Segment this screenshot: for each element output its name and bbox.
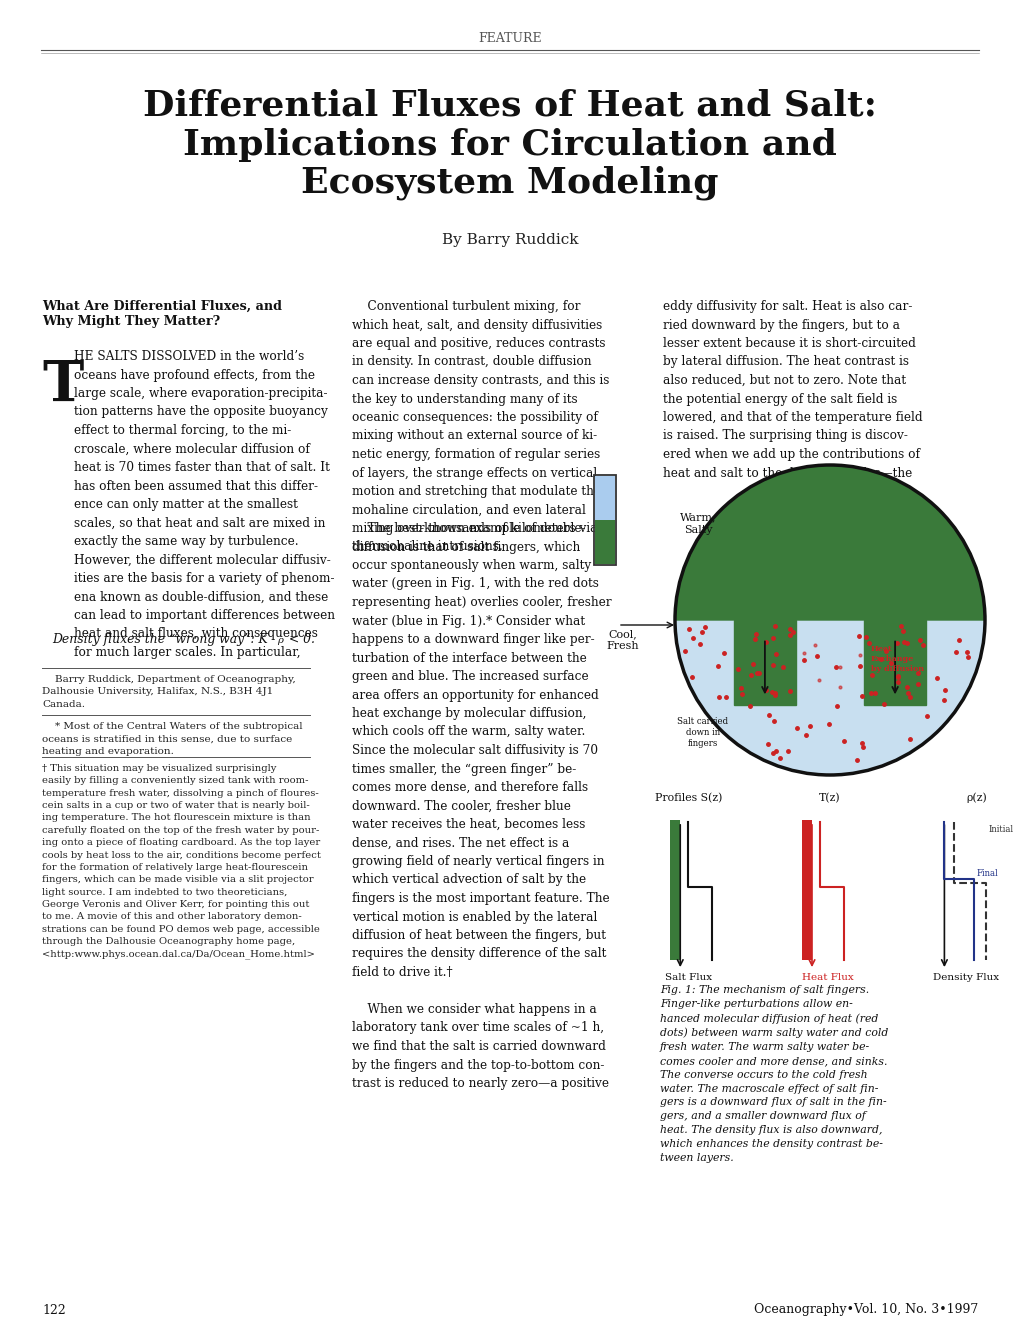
Text: Heat
Exchange
by diffusion: Heat Exchange by diffusion (869, 645, 922, 673)
Text: eddy diffusivity for salt. Heat is also car-
ried downward by the fingers, but t: eddy diffusivity for salt. Heat is also … (662, 300, 922, 480)
Text: T(z): T(z) (818, 793, 840, 803)
Text: What Are Differential Fluxes, and: What Are Differential Fluxes, and (42, 300, 281, 313)
Text: Profiles S(z): Profiles S(z) (654, 793, 721, 803)
Text: Salt Flux: Salt Flux (664, 974, 711, 983)
Text: Why Might They Matter?: Why Might They Matter? (42, 314, 220, 328)
Text: T: T (42, 358, 84, 413)
Text: Initial: Initial (987, 826, 1013, 835)
Polygon shape (863, 619, 925, 705)
Bar (594, 519, 614, 563)
Text: Final: Final (975, 868, 998, 878)
Text: FEATURE: FEATURE (478, 32, 541, 44)
Text: Barry Ruddick, Department of Oceanography,
Dalhousie University, Halifax, N.S., : Barry Ruddick, Department of Oceanograph… (42, 675, 296, 709)
Text: ρ: ρ (277, 635, 282, 645)
Text: * Most of the Central Waters of the subtropical
oceans is stratified in this sen: * Most of the Central Waters of the subt… (42, 722, 303, 757)
Text: Differential Fluxes of Heat and Salt:: Differential Fluxes of Heat and Salt: (143, 88, 876, 123)
Text: HE SALTS DISSOLVED in the world’s
oceans have profound effects, from the
large s: HE SALTS DISSOLVED in the world’s oceans… (74, 350, 334, 659)
Text: Heat Flux: Heat Flux (801, 974, 853, 983)
Circle shape (675, 465, 984, 775)
Text: Ecosystem Modeling: Ecosystem Modeling (301, 165, 718, 200)
Text: ρ(z): ρ(z) (965, 793, 985, 803)
Text: Fig. 1: The mechanism of salt fingers.
Finger-like perturbations allow en-
hance: Fig. 1: The mechanism of salt fingers. F… (659, 984, 888, 1163)
Polygon shape (734, 619, 795, 705)
Text: Cool,
Fresh: Cool, Fresh (606, 629, 639, 651)
Text: The best-known example of double-
diffusion is that of salt fingers, which
occur: The best-known example of double- diffus… (352, 522, 611, 1090)
Bar (669, 821, 680, 960)
Text: Density Flux: Density Flux (932, 974, 999, 983)
Bar (594, 476, 614, 519)
Text: < 0.: < 0. (284, 633, 315, 646)
Text: Warm,
Salty: Warm, Salty (680, 513, 715, 535)
Text: Implications for Circulation and: Implications for Circulation and (182, 128, 837, 163)
Text: By Barry Ruddick: By Barry Ruddick (441, 233, 578, 246)
Text: 122: 122 (42, 1304, 65, 1316)
Text: Conventional turbulent mixing, for
which heat, salt, and density diffusivities
a: Conventional turbulent mixing, for which… (352, 300, 610, 554)
Text: Density fluxes the “wrong way”: K: Density fluxes the “wrong way”: K (52, 633, 268, 646)
Text: Salt carried
down in
fingers: Salt carried down in fingers (677, 717, 728, 749)
Text: † This situation may be visualized surprisingly
easily by filling a conveniently: † This situation may be visualized surpr… (42, 765, 321, 959)
Text: Oceanography•Vol. 10, No. 3•1997: Oceanography•Vol. 10, No. 3•1997 (753, 1304, 977, 1316)
Bar (593, 476, 615, 565)
Bar (801, 821, 811, 960)
Polygon shape (675, 465, 984, 619)
